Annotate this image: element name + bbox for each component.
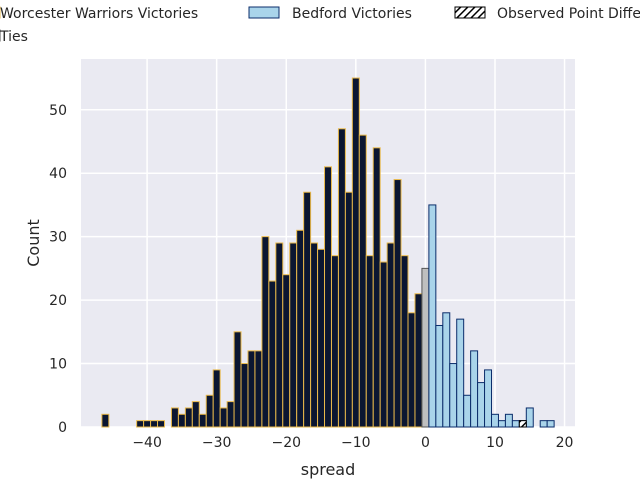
bar xyxy=(330,255,339,428)
bar xyxy=(491,413,499,428)
y-axis-label: Count xyxy=(24,219,43,267)
y-tick-labels: 0 10 20 30 40 50 xyxy=(49,103,67,436)
bar xyxy=(546,420,555,428)
legend-label-bedford: Bedford Victories xyxy=(292,6,412,22)
histogram-bars xyxy=(101,77,555,428)
bar xyxy=(101,413,110,428)
bar xyxy=(324,166,332,428)
bar xyxy=(143,420,152,428)
bar xyxy=(470,350,479,428)
x-tick-label: 0 xyxy=(421,435,430,451)
bar xyxy=(150,420,159,428)
bar xyxy=(379,261,388,428)
bar xyxy=(247,350,256,428)
bar xyxy=(421,267,430,428)
x-tick-label: −20 xyxy=(271,435,301,451)
bar xyxy=(310,242,319,428)
bar xyxy=(205,394,214,428)
bar xyxy=(177,413,186,428)
bar xyxy=(435,324,444,428)
bar xyxy=(219,407,228,428)
bar xyxy=(400,255,409,428)
bar xyxy=(240,363,249,428)
bar xyxy=(525,407,534,428)
bar xyxy=(157,420,165,428)
bar xyxy=(463,394,472,428)
bar xyxy=(393,179,402,428)
bar xyxy=(170,407,179,428)
bar xyxy=(539,420,548,428)
y-tick-label: 50 xyxy=(49,103,67,119)
bar xyxy=(268,280,277,428)
bar xyxy=(282,274,291,428)
bar xyxy=(442,312,451,428)
y-tick-label: 40 xyxy=(49,166,67,182)
y-tick-label: 0 xyxy=(58,420,67,436)
bar xyxy=(184,407,193,428)
legend-label-observed: Observed Point Difference xyxy=(497,6,640,22)
observed-point-bar xyxy=(518,420,527,428)
bar xyxy=(233,331,242,428)
bar xyxy=(344,191,353,428)
bar xyxy=(428,204,437,428)
legend-swatch-observed xyxy=(454,6,486,19)
bar xyxy=(289,242,298,428)
bar xyxy=(504,413,513,428)
bar xyxy=(261,236,270,428)
bar xyxy=(351,77,360,428)
bar xyxy=(275,242,284,428)
x-tick-label: 10 xyxy=(486,435,504,451)
bar xyxy=(303,191,312,428)
bar xyxy=(212,369,221,428)
x-tick-label: −30 xyxy=(202,435,232,451)
bar xyxy=(337,128,346,428)
legend-swatch-bedford xyxy=(248,6,280,19)
bar xyxy=(372,147,381,428)
bar xyxy=(414,293,423,428)
bar xyxy=(477,382,486,428)
legend-label-ties: Ties xyxy=(0,29,28,45)
bar xyxy=(191,401,200,428)
bar xyxy=(254,350,263,428)
bar xyxy=(317,248,326,428)
bar xyxy=(386,242,395,428)
y-tick-label: 10 xyxy=(49,357,67,373)
bar xyxy=(365,255,374,428)
x-axis-label: spread xyxy=(301,460,356,479)
x-tick-label: 20 xyxy=(556,435,574,451)
bar xyxy=(296,229,305,428)
legend: Worcester Warriors Victories Bedford Vic… xyxy=(0,6,640,45)
x-tick-label: −10 xyxy=(341,435,371,451)
bar xyxy=(407,312,416,428)
bar xyxy=(484,369,493,428)
bar xyxy=(511,420,520,428)
bar xyxy=(226,401,235,428)
bar xyxy=(497,420,506,428)
x-tick-label: −40 xyxy=(132,435,162,451)
y-tick-label: 30 xyxy=(49,230,67,246)
bar xyxy=(198,413,207,428)
bar xyxy=(449,363,458,428)
bar xyxy=(136,420,145,428)
bar xyxy=(456,318,465,428)
bar xyxy=(358,134,367,428)
legend-label-worcester: Worcester Warriors Victories xyxy=(0,6,198,22)
x-tick-labels: −40 −30 −20 −10 0 10 20 xyxy=(132,435,573,451)
y-tick-label: 20 xyxy=(49,293,67,309)
